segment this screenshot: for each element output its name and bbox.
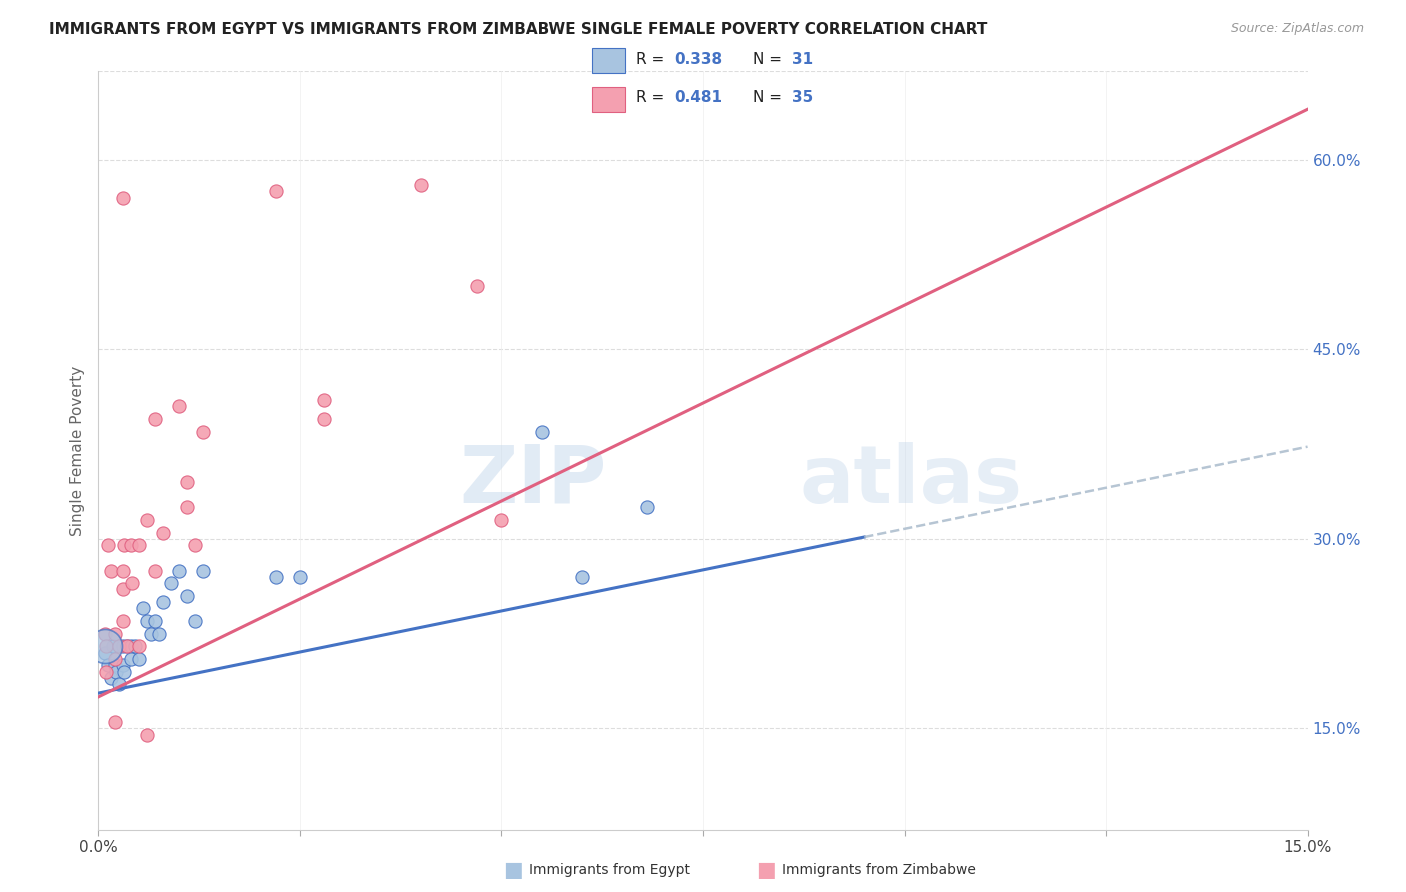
Point — [111, 614, 134, 628]
Point — [193, 564, 215, 578]
Point — [132, 601, 155, 615]
Point — [115, 640, 138, 654]
Point — [264, 570, 287, 584]
Point — [97, 658, 120, 673]
Point — [176, 589, 198, 603]
Point — [176, 500, 198, 515]
Point — [409, 178, 432, 193]
Point — [152, 525, 174, 540]
Point — [193, 425, 215, 439]
Point — [111, 640, 134, 654]
Point — [107, 640, 129, 654]
FancyBboxPatch shape — [592, 47, 624, 73]
Point — [135, 513, 157, 527]
Text: 0.481: 0.481 — [673, 90, 721, 105]
Point — [103, 626, 125, 640]
Point — [120, 652, 142, 666]
Point — [115, 640, 138, 654]
Point — [143, 564, 166, 578]
Point — [152, 595, 174, 609]
Point — [103, 652, 125, 666]
Point — [636, 500, 658, 515]
Point — [96, 665, 118, 679]
Point — [111, 658, 134, 673]
Y-axis label: Single Female Poverty: Single Female Poverty — [69, 366, 84, 535]
Text: Immigrants from Zimbabwe: Immigrants from Zimbabwe — [782, 863, 976, 877]
Point — [465, 279, 488, 293]
Text: ■: ■ — [503, 860, 523, 880]
Point — [101, 640, 124, 654]
Point — [491, 513, 513, 527]
Point — [167, 399, 190, 413]
Point — [100, 671, 122, 685]
Text: Source: ZipAtlas.com: Source: ZipAtlas.com — [1230, 22, 1364, 36]
Point — [314, 412, 336, 426]
Point — [135, 728, 157, 742]
Point — [128, 640, 150, 654]
Point — [184, 614, 207, 628]
Text: IMMIGRANTS FROM EGYPT VS IMMIGRANTS FROM ZIMBABWE SINGLE FEMALE POVERTY CORRELAT: IMMIGRANTS FROM EGYPT VS IMMIGRANTS FROM… — [49, 22, 987, 37]
Point — [571, 570, 593, 584]
Point — [184, 538, 207, 552]
Point — [103, 658, 125, 673]
Text: atlas: atlas — [800, 442, 1022, 520]
Point — [120, 538, 142, 552]
Point — [112, 665, 135, 679]
Point — [97, 538, 120, 552]
Point — [103, 715, 125, 730]
Point — [94, 640, 117, 654]
Text: 35: 35 — [792, 90, 813, 105]
Point — [139, 626, 162, 640]
Point — [143, 412, 166, 426]
Text: ■: ■ — [756, 860, 776, 880]
Point — [111, 582, 134, 597]
Text: N =: N = — [754, 90, 787, 105]
Point — [288, 570, 311, 584]
Point — [121, 576, 143, 591]
Point — [94, 646, 117, 660]
Point — [135, 614, 157, 628]
Point — [176, 475, 198, 489]
Point — [96, 640, 118, 654]
Point — [111, 564, 134, 578]
Point — [107, 677, 129, 691]
Point — [143, 614, 166, 628]
Text: Immigrants from Egypt: Immigrants from Egypt — [529, 863, 690, 877]
Point — [128, 538, 150, 552]
Point — [112, 538, 135, 552]
Point — [264, 185, 287, 199]
Point — [124, 640, 146, 654]
FancyBboxPatch shape — [592, 87, 624, 112]
Text: R =: R = — [636, 90, 669, 105]
Text: R =: R = — [636, 52, 669, 67]
Point — [160, 576, 183, 591]
Text: 31: 31 — [792, 52, 813, 67]
Point — [314, 392, 336, 407]
Point — [111, 191, 134, 205]
Point — [120, 640, 142, 654]
Text: ZIP: ZIP — [458, 442, 606, 520]
Text: 0.338: 0.338 — [673, 52, 723, 67]
Point — [94, 626, 117, 640]
Text: N =: N = — [754, 52, 787, 67]
Point — [105, 665, 128, 679]
Point — [100, 564, 122, 578]
Point — [167, 564, 190, 578]
Point — [148, 626, 170, 640]
Point — [530, 425, 553, 439]
Point — [128, 652, 150, 666]
